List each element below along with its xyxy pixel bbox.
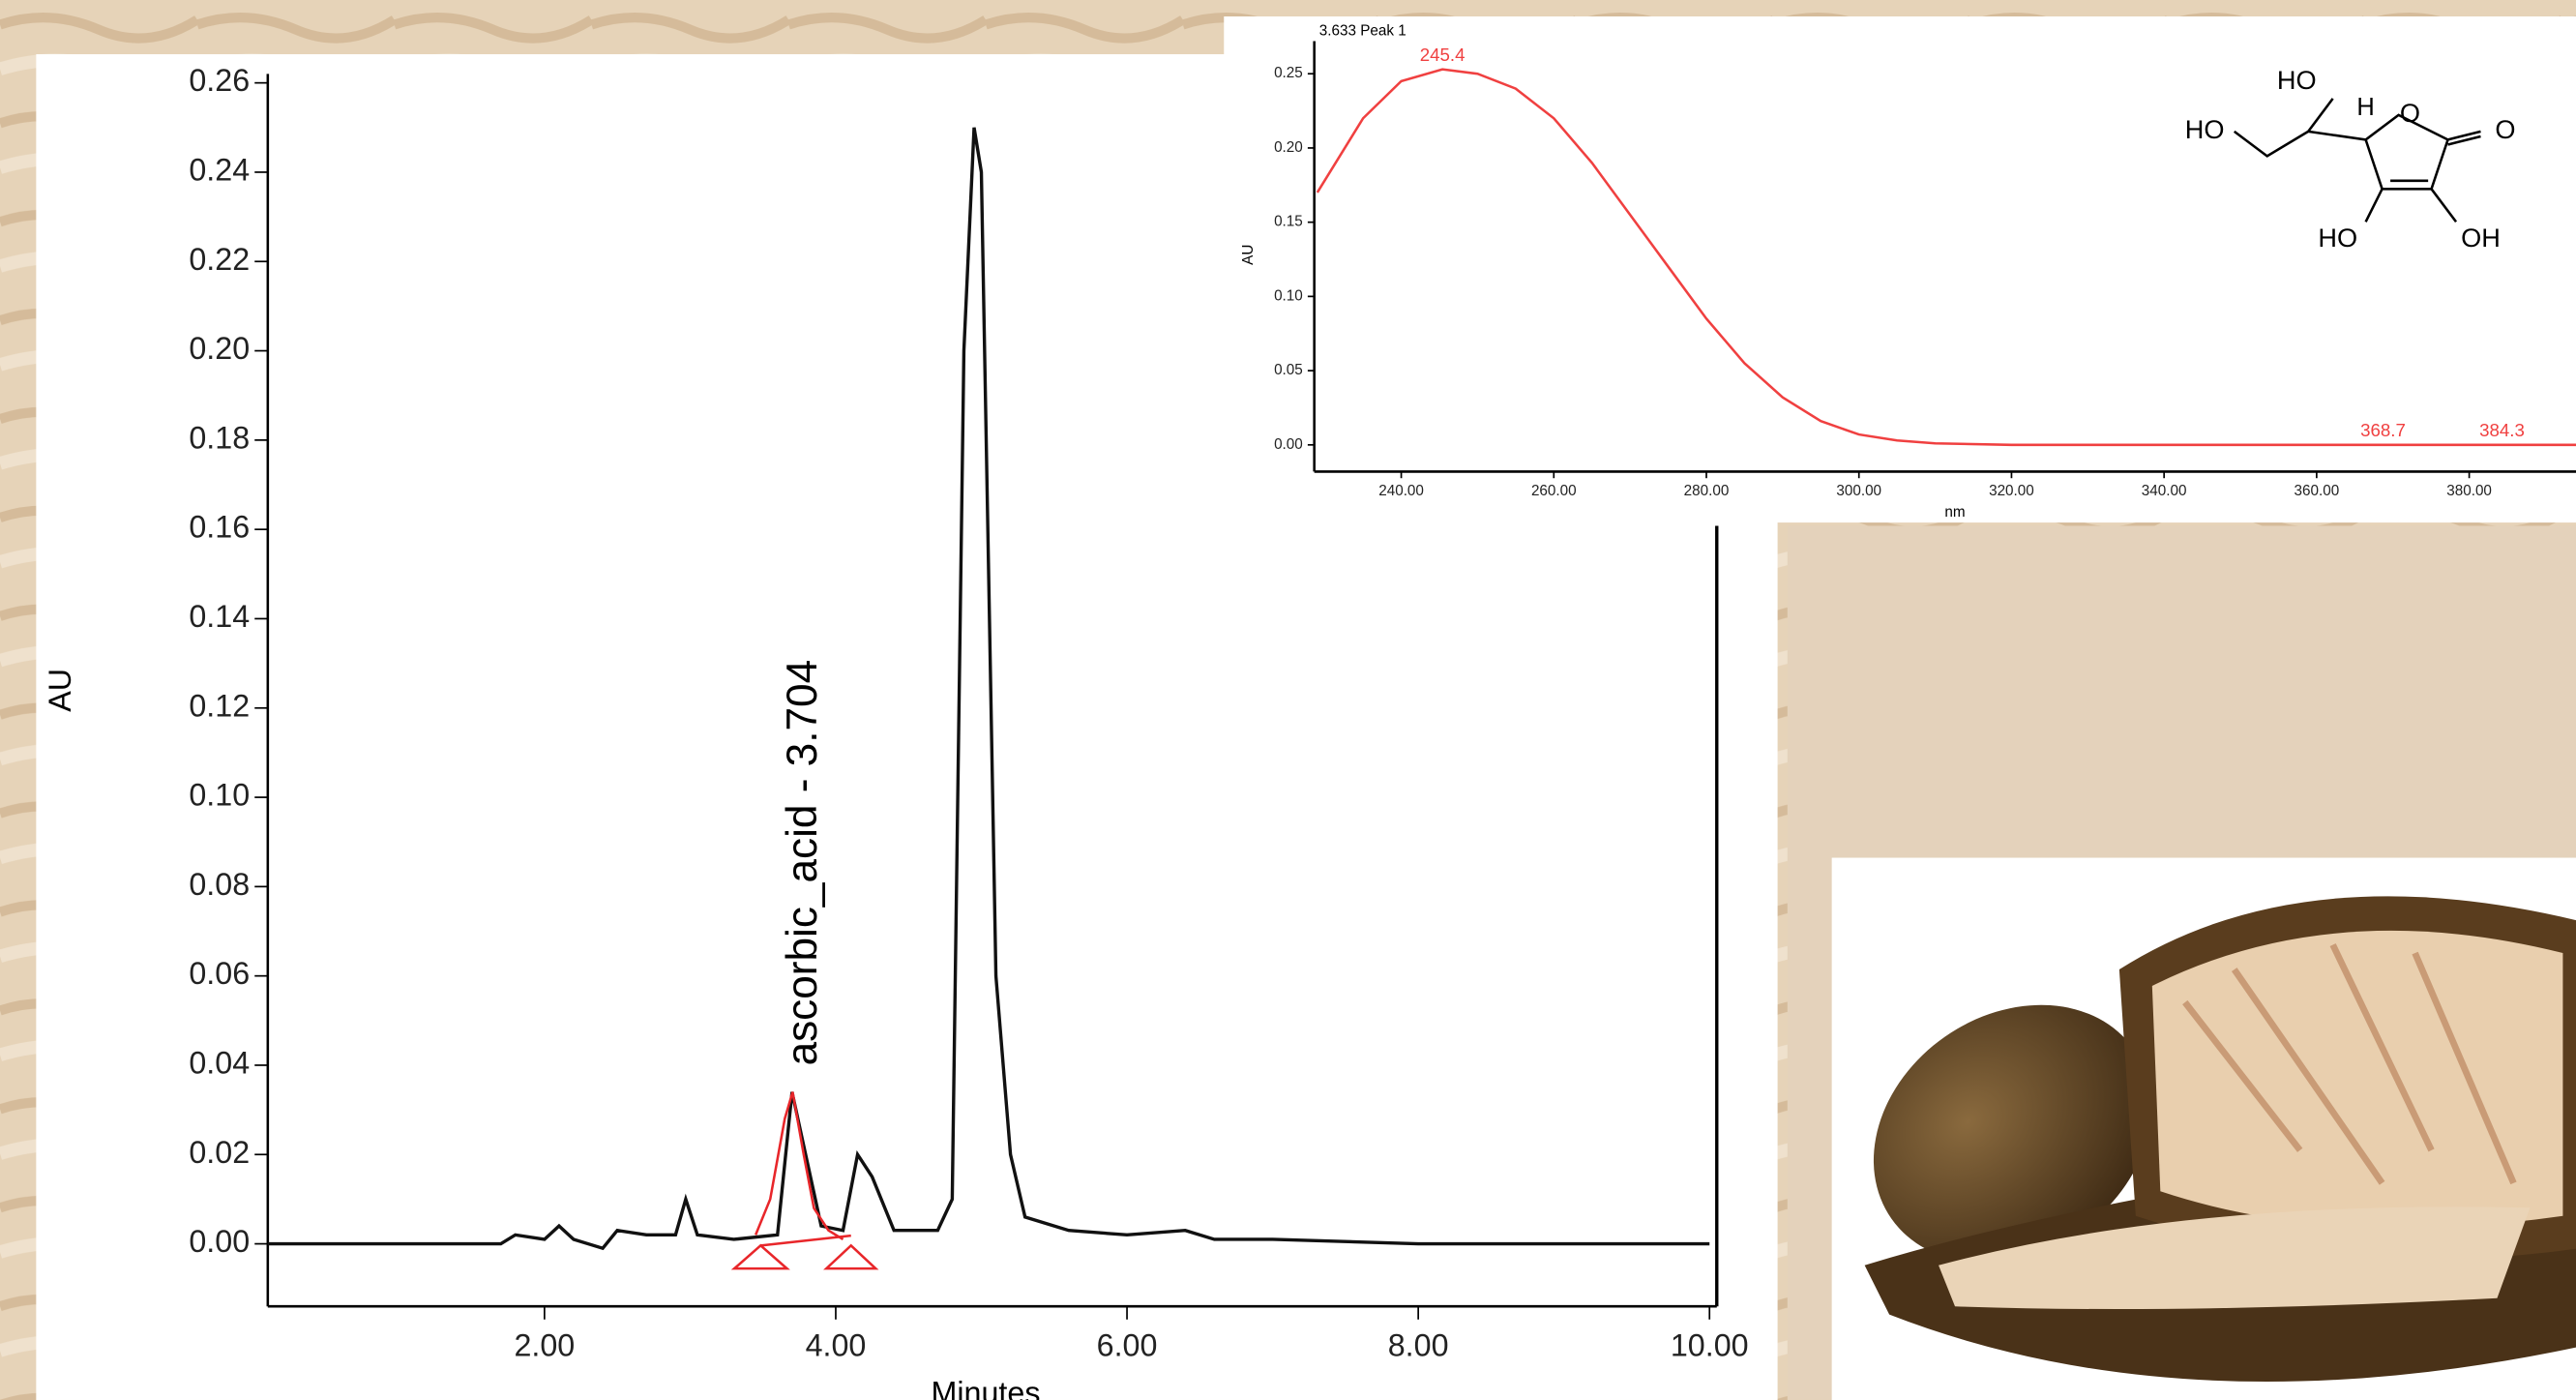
y-axis-label: AU bbox=[43, 669, 77, 712]
y-tick-label: 0.20 bbox=[1274, 139, 1303, 156]
peak-label: 368.7 bbox=[2360, 420, 2406, 440]
x-tick-label: 4.00 bbox=[806, 1327, 867, 1362]
peak-label: 245.4 bbox=[1420, 45, 1466, 65]
atom-label: H bbox=[2356, 94, 2374, 121]
x-tick-label: 8.00 bbox=[1388, 1327, 1449, 1362]
atom-label: HO bbox=[2318, 223, 2357, 253]
x-tick-label: 340.00 bbox=[2142, 483, 2187, 499]
x-tick-label: 300.00 bbox=[1836, 483, 1881, 499]
y-tick-label: 0.18 bbox=[189, 420, 250, 455]
y-tick-label: 0.22 bbox=[189, 242, 250, 277]
x-tick-label: 10.00 bbox=[1671, 1327, 1749, 1362]
x-tick-label: 240.00 bbox=[1378, 483, 1424, 499]
x-axis-label: Minutes bbox=[932, 1375, 1041, 1400]
y-tick-label: 0.02 bbox=[189, 1135, 250, 1170]
y-tick-label: 0.20 bbox=[189, 331, 250, 366]
y-tick-label: 0.16 bbox=[189, 510, 250, 545]
x-tick-label: 6.00 bbox=[1097, 1327, 1158, 1362]
peak-label: 384.3 bbox=[2479, 420, 2525, 440]
y-tick-label: 0.00 bbox=[1274, 436, 1303, 453]
x-tick-label: 320.00 bbox=[1989, 483, 2034, 499]
atom-label: O bbox=[2400, 98, 2420, 128]
y-tick-label: 0.05 bbox=[1274, 362, 1303, 378]
y-tick-label: 0.10 bbox=[1274, 287, 1303, 304]
atom-label: OH bbox=[2461, 223, 2501, 253]
y-tick-label: 0.12 bbox=[189, 688, 250, 723]
page: {"chart_data":[ {"type":"line","x_label"… bbox=[0, 0, 2576, 1400]
x-tick-label: 380.00 bbox=[2446, 483, 2492, 499]
y-tick-label: 0.08 bbox=[189, 867, 250, 902]
spectrum-panel bbox=[1224, 16, 2576, 522]
chart-title: 3.633 Peak 1 bbox=[1319, 22, 1406, 39]
x-axis-label: nm bbox=[1944, 504, 1965, 521]
peak-annotation: ascorbic_acid - 3.704 bbox=[779, 660, 826, 1066]
y-axis-label: AU bbox=[1240, 245, 1257, 265]
y-tick-label: 0.25 bbox=[1274, 65, 1303, 81]
y-tick-label: 0.26 bbox=[189, 63, 250, 98]
y-tick-label: 0.04 bbox=[189, 1045, 250, 1080]
y-tick-label: 0.10 bbox=[189, 778, 250, 813]
y-tick-label: 0.14 bbox=[189, 599, 250, 634]
atom-label: O bbox=[2495, 114, 2515, 144]
atom-label: HO bbox=[2277, 65, 2317, 95]
x-tick-label: 2.00 bbox=[514, 1327, 575, 1362]
atom-label: HO bbox=[2185, 114, 2225, 144]
x-tick-label: 360.00 bbox=[2295, 483, 2340, 499]
y-tick-label: 0.06 bbox=[189, 956, 250, 991]
y-tick-label: 0.15 bbox=[1274, 214, 1303, 230]
y-tick-label: 0.24 bbox=[189, 152, 250, 187]
scene: 0.00 0.02 0.04 0.06 0.08 0.10 0.12 0.14 0.16 0.18… bbox=[0, 0, 2576, 1400]
y-tick-label: 0.00 bbox=[189, 1224, 250, 1259]
x-tick-label: 260.00 bbox=[1531, 483, 1577, 499]
x-tick-label: 280.00 bbox=[1684, 483, 1730, 499]
